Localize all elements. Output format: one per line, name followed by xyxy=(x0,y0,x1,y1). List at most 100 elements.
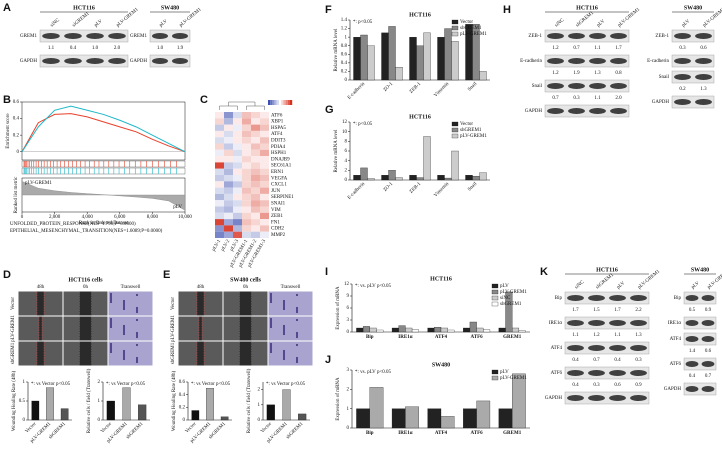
y-axis-label: Expression of mRNA xyxy=(336,286,341,330)
heat-cell xyxy=(260,118,269,125)
heat-cell xyxy=(224,193,233,201)
bar xyxy=(220,416,229,421)
cell-dot xyxy=(135,310,139,314)
band-quant: 1.3 xyxy=(594,71,601,76)
band-quant: 0.3 xyxy=(573,96,580,101)
bar xyxy=(282,389,291,421)
heat-cell xyxy=(260,187,269,194)
legend-swatch xyxy=(491,289,499,295)
bar xyxy=(483,329,491,333)
y-tick-label: 1 xyxy=(258,403,261,408)
heat-cell xyxy=(215,137,224,144)
color-key xyxy=(290,100,293,105)
x-tick-label: 8,000 xyxy=(147,215,159,220)
row-label: PDIA4 xyxy=(271,145,286,150)
heat-cell xyxy=(242,137,251,144)
blot-band xyxy=(609,295,626,301)
bar xyxy=(362,326,370,333)
heat-cell xyxy=(215,118,224,125)
bar xyxy=(498,327,506,333)
bar xyxy=(388,170,396,181)
blot-band xyxy=(701,295,715,301)
column-label: 48h xyxy=(37,285,45,290)
blot-band xyxy=(547,108,564,114)
bar xyxy=(427,408,442,429)
bar xyxy=(398,325,406,333)
band-quant: 1.7 xyxy=(572,308,579,313)
heat-cell xyxy=(260,212,269,220)
wound-gap xyxy=(79,291,92,316)
legend-label: pLV xyxy=(500,370,509,375)
y-axis-label: Enrichment score xyxy=(6,113,11,149)
band-quant: 1.5 xyxy=(593,308,600,313)
band-name: ATF4 xyxy=(670,337,682,342)
cell-dot xyxy=(282,326,286,330)
bar xyxy=(122,387,131,421)
band-quant: 0.4 xyxy=(689,374,696,379)
x-tick-label: Vector xyxy=(260,421,273,434)
y-tick-label: 0 xyxy=(98,418,101,423)
annotation: *: vs Vector p<0.05 xyxy=(31,382,71,387)
color-key xyxy=(283,100,286,105)
bar xyxy=(298,413,307,421)
lane-label: siNC xyxy=(50,18,62,29)
band-quant: 0.2 xyxy=(679,87,686,92)
blot-band xyxy=(630,370,647,376)
heat-cell xyxy=(233,112,242,119)
heat-cell xyxy=(260,124,269,131)
band-quant: 1.0 xyxy=(92,46,99,51)
legend-label: pLV-GREM1 xyxy=(460,32,487,37)
legend-swatch xyxy=(451,19,459,25)
annotation: *: vs. pLV p<0.05 xyxy=(355,284,392,289)
bar xyxy=(416,45,424,81)
blot-band xyxy=(609,370,626,376)
legend-label: EPITHELIAL_MESENCHYMAL_TRANSITION(NES=1.… xyxy=(10,229,163,234)
blot-band xyxy=(108,33,126,39)
blot-band xyxy=(589,58,606,64)
y-tick-label: 4 xyxy=(345,159,348,164)
y-tick-label: 0.4 xyxy=(341,61,348,66)
bar xyxy=(395,66,403,81)
row-label: HSPH1 xyxy=(271,151,287,156)
heat-cell xyxy=(251,149,260,157)
y-tick-label: 0 xyxy=(347,426,350,431)
panel-label: E xyxy=(163,269,170,281)
blot-band xyxy=(547,33,564,39)
x-tick-label: Bip xyxy=(366,431,374,436)
cell-dot xyxy=(122,357,126,361)
bar xyxy=(391,408,406,429)
blot-title: SW480 xyxy=(161,5,179,11)
y-tick-label: 12 xyxy=(344,282,350,287)
cell-dot xyxy=(135,360,139,364)
bar xyxy=(376,329,384,333)
heat-cell xyxy=(224,143,233,150)
color-key xyxy=(287,100,290,105)
band-name: E-cadherin xyxy=(520,59,542,64)
color-key xyxy=(268,100,271,105)
color-key xyxy=(270,100,273,105)
x-tick-label: ZO-1 xyxy=(383,81,395,93)
heat-cell xyxy=(242,219,251,226)
x-tick-label: Snail xyxy=(467,181,478,192)
cell-dot xyxy=(269,294,273,298)
y-tick-label: 2 xyxy=(98,380,101,385)
heat-cell xyxy=(233,212,242,220)
blot-band xyxy=(589,108,606,114)
legend-swatch xyxy=(451,133,459,139)
y-tick-label: 2 xyxy=(258,388,261,393)
lane-label: pLV-GREM1 xyxy=(116,7,140,28)
heat-cell xyxy=(251,168,260,175)
x-tick-label: E-cadherin xyxy=(347,181,366,200)
wound-gap xyxy=(239,341,252,366)
heat-cell xyxy=(233,143,242,150)
cell-dot xyxy=(109,317,113,321)
blot-band xyxy=(609,395,626,401)
heat-cell xyxy=(215,124,224,131)
heat-cell xyxy=(224,200,233,207)
heat-cell xyxy=(233,200,242,207)
row-label: MMP2 xyxy=(271,233,286,238)
bar xyxy=(391,327,399,333)
cell-dot xyxy=(135,358,139,362)
heat-cell xyxy=(215,181,224,188)
heat-cell xyxy=(215,187,224,194)
